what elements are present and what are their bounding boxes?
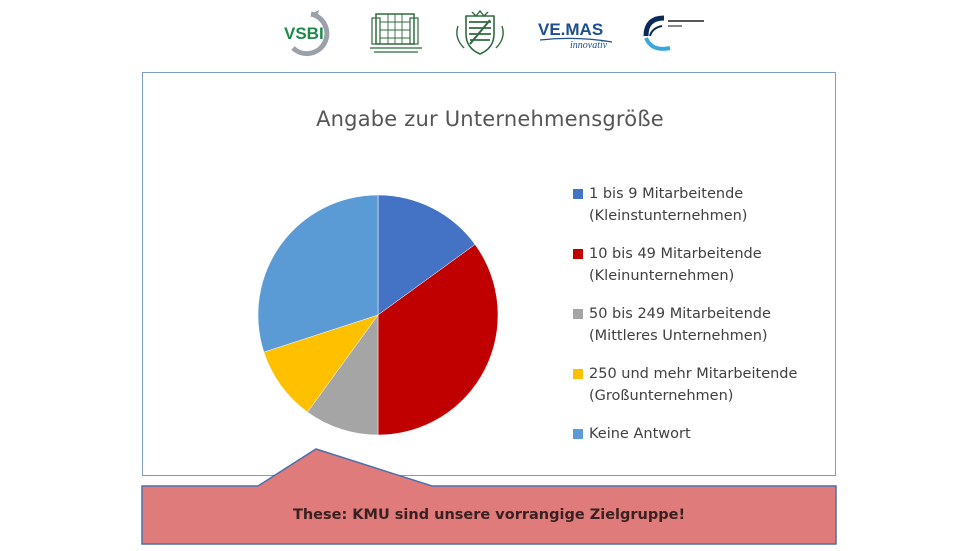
legend-label-4: Keine Antwort: [589, 423, 843, 445]
legend-item-1: 10 bis 49 Mitarbeitende (Kleinunternehmen…: [573, 243, 843, 303]
legend-swatch-4: [573, 429, 583, 439]
legend-label-0: 1 bis 9 Mitarbeitende (Kleinstunternehmen…: [589, 183, 843, 227]
legend-item-4: Keine Antwort: [573, 423, 843, 453]
legend-swatch-0: [573, 189, 583, 199]
legend-item-2: 50 bis 249 Mitarbeitende (Mittleres Unter…: [573, 303, 843, 363]
legend-label-line1: 10 bis 49 Mitarbeitende: [589, 246, 762, 262]
legend-swatch-2: [573, 309, 583, 319]
legend-label-line1: 1 bis 9 Mitarbeitende: [589, 186, 744, 202]
pie-slice-2: [307, 314, 379, 436]
vsbi-logo: VSBI: [281, 8, 341, 58]
chart-legend: 1 bis 9 Mitarbeitende (Kleinstunternehmen…: [573, 183, 843, 453]
pie-slice-4: [257, 194, 379, 353]
legend-label-line2: (Mittleres Unternehmen): [589, 328, 768, 344]
legend-item-3: 250 und mehr Mitarbeitende (Großunternehm…: [573, 363, 843, 423]
legend-label-line2: (Kleinstunternehmen): [589, 208, 748, 224]
legend-label-line1: Keine Antwort: [589, 426, 691, 442]
logo-row: VSBI VE.MAS innovativ: [0, 8, 980, 58]
chart-title: Angabe zur Unternehmensgröße: [316, 107, 664, 131]
legend-label-line2: (Großunternehmen): [589, 388, 734, 404]
callout-text: These: KMU sind unsere vorrangige Zielgr…: [292, 507, 686, 523]
pie-slice-0: [377, 194, 476, 316]
legend-label-1: 10 bis 49 Mitarbeitende (Kleinunternehmen…: [589, 243, 843, 287]
legend-label-line2: (Kleinunternehmen): [589, 268, 735, 284]
coat-of-arms-logo: [452, 8, 508, 58]
legend-label-line1: 50 bis 249 Mitarbeitende: [589, 306, 771, 322]
legend-label-2: 50 bis 249 Mitarbeitende (Mittleres Unter…: [589, 303, 843, 347]
pie-chart: [257, 194, 499, 436]
swirl-logo: [642, 8, 708, 58]
legend-swatch-1: [573, 249, 583, 259]
pie-slice-3: [263, 314, 379, 413]
legend-label-line1: 250 und mehr Mitarbeitende: [589, 366, 798, 382]
legend-item-0: 1 bis 9 Mitarbeitende (Kleinstunternehmen…: [573, 183, 843, 243]
legend-label-3: 250 und mehr Mitarbeitende (Großunternehm…: [589, 363, 843, 407]
building-logo: [368, 8, 424, 58]
vemas-logo: VE.MAS innovativ: [536, 8, 616, 58]
vemas-logo-tagline: innovativ: [570, 40, 608, 51]
legend-swatch-3: [573, 369, 583, 379]
pie-slice-1: [377, 244, 499, 436]
chart-area: Angabe zur Unternehmensgröße 1 bis 9 Mit…: [142, 72, 836, 476]
vsbi-logo-text: VSBI: [284, 24, 324, 43]
vemas-logo-text: VE.MAS: [538, 20, 603, 39]
